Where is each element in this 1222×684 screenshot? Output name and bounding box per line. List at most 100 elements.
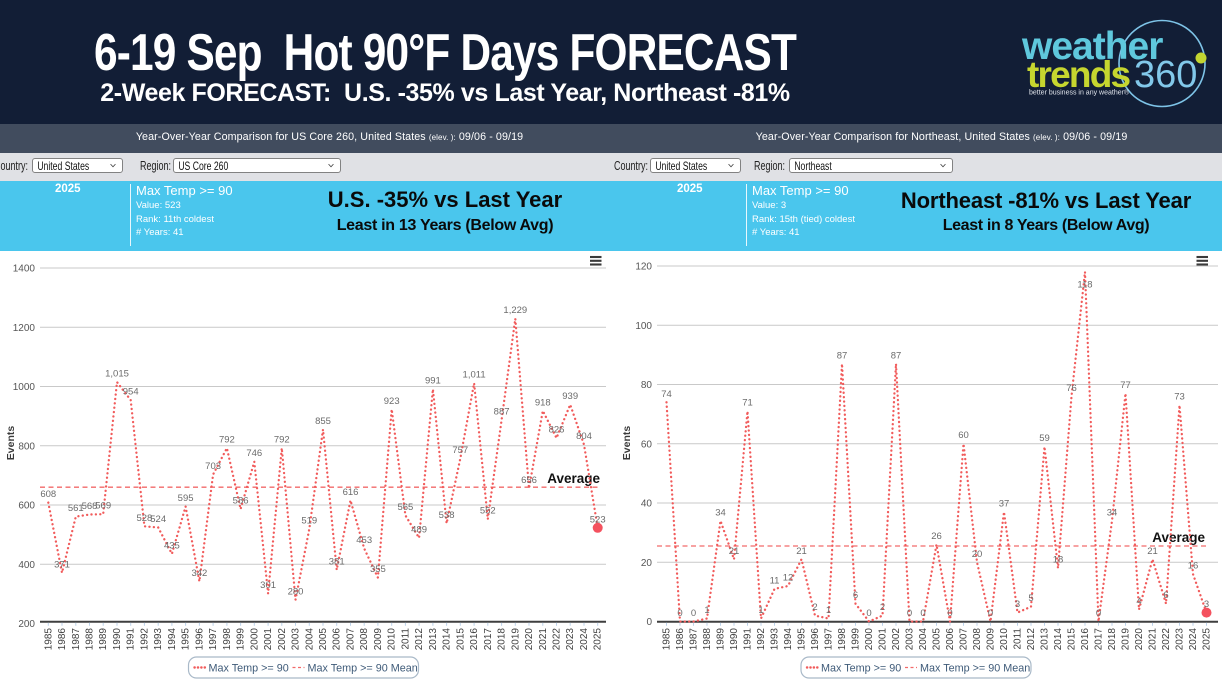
svg-text:1994: 1994: [167, 628, 178, 651]
svg-text:6: 6: [1163, 590, 1168, 601]
svg-text:20: 20: [972, 549, 983, 560]
svg-text:757: 757: [452, 445, 468, 456]
svg-text:1987: 1987: [71, 628, 82, 651]
svg-text:1200: 1200: [13, 323, 36, 334]
svg-text:2000: 2000: [249, 628, 260, 651]
svg-text:2015: 2015: [455, 628, 466, 651]
svg-text:2003: 2003: [291, 628, 302, 651]
svg-text:2001: 2001: [263, 628, 274, 651]
svg-text:2017: 2017: [483, 628, 494, 651]
svg-text:400: 400: [18, 560, 35, 571]
svg-text:2: 2: [880, 602, 885, 613]
svg-text:342: 342: [191, 568, 207, 579]
svg-text:608: 608: [40, 489, 56, 500]
svg-text:74: 74: [661, 389, 672, 400]
svg-text:1991: 1991: [743, 628, 754, 651]
svg-text:1997: 1997: [824, 628, 835, 651]
svg-text:2019: 2019: [1121, 628, 1132, 651]
svg-text:Average: Average: [547, 471, 600, 486]
svg-text:100: 100: [635, 321, 652, 332]
svg-text:21: 21: [1147, 546, 1158, 557]
svg-text:77: 77: [1120, 380, 1131, 391]
svg-text:1989: 1989: [98, 628, 109, 651]
svg-text:371: 371: [54, 559, 70, 570]
svg-text:524: 524: [150, 514, 166, 525]
svg-text:2022: 2022: [1161, 628, 1172, 651]
svg-text:Average: Average: [1152, 530, 1205, 545]
svg-text:37: 37: [999, 498, 1010, 509]
svg-text:21: 21: [729, 546, 740, 557]
svg-text:1400: 1400: [13, 264, 36, 275]
svg-text:1,015: 1,015: [105, 369, 129, 380]
svg-text:2009: 2009: [373, 628, 384, 651]
svg-text:792: 792: [219, 435, 235, 446]
svg-text:1,011: 1,011: [463, 370, 486, 381]
svg-text:528: 528: [136, 513, 152, 524]
svg-text:1994: 1994: [783, 628, 794, 651]
svg-text:71: 71: [742, 398, 753, 409]
svg-text:2024: 2024: [1188, 628, 1199, 651]
svg-text:trends: trends: [1027, 54, 1131, 95]
svg-text:Events: Events: [621, 426, 633, 461]
svg-text:2001: 2001: [878, 628, 889, 651]
svg-text:2020: 2020: [1134, 628, 1145, 651]
svg-text:2008: 2008: [359, 628, 370, 651]
svg-text:2025: 2025: [1202, 628, 1213, 651]
svg-text:792: 792: [274, 435, 290, 446]
svg-text:2008: 2008: [972, 628, 983, 651]
svg-text:1000: 1000: [13, 382, 36, 393]
svg-text:0: 0: [907, 608, 912, 619]
svg-text:2016: 2016: [1080, 628, 1091, 651]
svg-text:519: 519: [301, 516, 317, 527]
svg-text:1989: 1989: [716, 628, 727, 651]
svg-text:2025: 2025: [593, 628, 604, 651]
svg-text:2005: 2005: [318, 628, 329, 651]
svg-text:453: 453: [356, 535, 372, 546]
svg-text:73: 73: [1174, 392, 1185, 403]
svg-text:2000: 2000: [864, 628, 875, 651]
svg-text:12: 12: [783, 573, 794, 584]
svg-text:1998: 1998: [837, 628, 848, 651]
svg-text:118: 118: [1077, 279, 1092, 290]
svg-text:923: 923: [384, 396, 400, 407]
svg-text:1996: 1996: [810, 628, 821, 651]
svg-text:26: 26: [931, 531, 942, 542]
svg-text:991: 991: [425, 376, 441, 387]
svg-text:60: 60: [958, 430, 969, 441]
svg-text:2006: 2006: [945, 628, 956, 651]
svg-text:3: 3: [1015, 599, 1020, 610]
svg-text:2016: 2016: [469, 628, 480, 651]
svg-text:200: 200: [18, 619, 35, 630]
svg-text:1986: 1986: [675, 628, 686, 651]
svg-text:11: 11: [770, 575, 780, 586]
svg-text:21: 21: [796, 546, 807, 557]
svg-text:1: 1: [704, 605, 709, 616]
svg-text:1988: 1988: [702, 628, 713, 651]
svg-text:34: 34: [1107, 507, 1118, 518]
svg-text:0: 0: [1096, 608, 1101, 619]
svg-text:360: 360: [1134, 54, 1197, 96]
svg-text:2021: 2021: [538, 628, 549, 651]
svg-text:826: 826: [549, 425, 565, 436]
svg-text:918: 918: [535, 397, 551, 408]
svg-text:2015: 2015: [1067, 628, 1078, 651]
svg-text:2013: 2013: [1040, 628, 1051, 651]
svg-text:565: 565: [397, 502, 413, 513]
svg-text:538: 538: [439, 510, 455, 521]
svg-text:2023: 2023: [1175, 628, 1186, 651]
svg-text:301: 301: [260, 580, 276, 591]
svg-text:855: 855: [315, 416, 331, 427]
svg-text:1985: 1985: [43, 628, 54, 651]
svg-text:2018: 2018: [1107, 628, 1118, 651]
svg-text:1997: 1997: [208, 628, 219, 651]
svg-text:1999: 1999: [851, 628, 862, 651]
svg-text:20: 20: [641, 558, 653, 569]
svg-text:0: 0: [646, 617, 652, 628]
svg-text:616: 616: [343, 487, 359, 498]
svg-text:954: 954: [123, 387, 139, 398]
svg-text:600: 600: [18, 501, 35, 512]
svg-text:1985: 1985: [662, 628, 673, 651]
svg-text:2004: 2004: [918, 628, 929, 651]
svg-text:1: 1: [826, 605, 831, 616]
svg-text:0: 0: [691, 608, 696, 619]
